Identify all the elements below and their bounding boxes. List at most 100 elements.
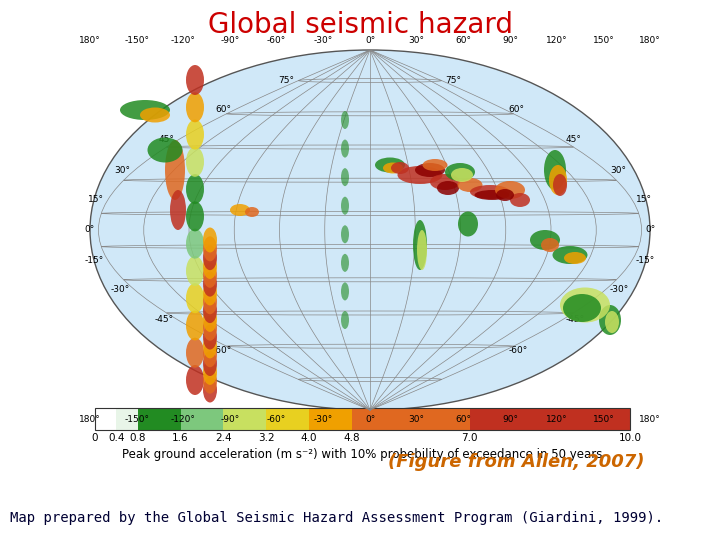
Ellipse shape xyxy=(165,140,185,200)
Text: 4.8: 4.8 xyxy=(343,433,360,443)
Ellipse shape xyxy=(341,282,349,300)
Text: 150°: 150° xyxy=(593,415,614,424)
Text: -30°: -30° xyxy=(314,36,333,45)
Ellipse shape xyxy=(552,246,588,264)
Text: 7.0: 7.0 xyxy=(462,433,478,443)
Ellipse shape xyxy=(341,139,349,158)
Text: 45°: 45° xyxy=(566,136,582,145)
Ellipse shape xyxy=(203,263,217,288)
Text: 30°: 30° xyxy=(409,36,425,45)
Text: -45°: -45° xyxy=(566,315,585,325)
Ellipse shape xyxy=(553,174,567,196)
Ellipse shape xyxy=(186,310,204,340)
Text: -60°: -60° xyxy=(267,36,287,45)
Text: 10.0: 10.0 xyxy=(618,433,642,443)
Ellipse shape xyxy=(413,220,427,270)
Bar xyxy=(117,408,138,430)
Ellipse shape xyxy=(457,178,482,192)
Text: 0°: 0° xyxy=(84,226,94,234)
Text: 30°: 30° xyxy=(114,166,130,175)
Ellipse shape xyxy=(186,119,204,150)
Text: 15°: 15° xyxy=(88,195,104,204)
Ellipse shape xyxy=(203,333,217,359)
Text: 30°: 30° xyxy=(610,166,626,175)
Ellipse shape xyxy=(437,181,459,195)
Ellipse shape xyxy=(474,190,510,200)
Ellipse shape xyxy=(186,338,204,368)
Ellipse shape xyxy=(605,311,619,333)
Bar xyxy=(309,408,352,430)
Ellipse shape xyxy=(397,166,443,184)
Ellipse shape xyxy=(186,65,204,95)
Text: (Figure from Allen, 2007): (Figure from Allen, 2007) xyxy=(389,453,645,471)
Text: -30°: -30° xyxy=(610,285,629,294)
Ellipse shape xyxy=(341,111,349,129)
Text: 180°: 180° xyxy=(639,415,661,424)
Text: 0.4: 0.4 xyxy=(108,433,125,443)
Text: 1.6: 1.6 xyxy=(172,433,189,443)
Ellipse shape xyxy=(544,150,566,190)
Text: 120°: 120° xyxy=(546,415,567,424)
Text: Peak ground acceleration (m s⁻²) with 10% probebility of exceedance in 50 years: Peak ground acceleration (m s⁻²) with 10… xyxy=(122,448,603,461)
Text: 0: 0 xyxy=(91,433,98,443)
Ellipse shape xyxy=(186,283,204,313)
Ellipse shape xyxy=(458,212,478,237)
Ellipse shape xyxy=(203,254,217,279)
Bar xyxy=(95,408,630,430)
Ellipse shape xyxy=(495,181,525,199)
Bar xyxy=(95,408,117,430)
Text: 90°: 90° xyxy=(502,415,518,424)
Ellipse shape xyxy=(430,174,460,190)
Bar xyxy=(266,408,309,430)
Text: 15°: 15° xyxy=(636,195,652,204)
Text: Map prepared by the Global Seismic Hazard Assessment Program (Giardini, 1999).: Map prepared by the Global Seismic Hazar… xyxy=(10,511,663,525)
Ellipse shape xyxy=(203,342,217,367)
Text: 120°: 120° xyxy=(546,36,567,45)
Text: -60°: -60° xyxy=(267,415,287,424)
Ellipse shape xyxy=(423,159,448,171)
Ellipse shape xyxy=(530,230,560,250)
Text: 60°: 60° xyxy=(215,105,231,114)
Text: 45°: 45° xyxy=(158,136,174,145)
Text: -15°: -15° xyxy=(85,256,104,265)
Text: -30°: -30° xyxy=(111,285,130,294)
Text: -90°: -90° xyxy=(220,415,240,424)
Text: -150°: -150° xyxy=(124,415,149,424)
Bar xyxy=(138,408,181,430)
Ellipse shape xyxy=(203,307,217,332)
Ellipse shape xyxy=(170,190,186,230)
Text: 2.4: 2.4 xyxy=(215,433,232,443)
Ellipse shape xyxy=(203,298,217,323)
Text: 180°: 180° xyxy=(79,415,101,424)
Ellipse shape xyxy=(549,165,567,195)
Ellipse shape xyxy=(564,252,586,264)
Ellipse shape xyxy=(470,185,510,199)
Text: 75°: 75° xyxy=(446,76,462,85)
Text: 0°: 0° xyxy=(365,415,375,424)
Text: -60°: -60° xyxy=(212,346,231,355)
Text: 0°: 0° xyxy=(365,36,375,45)
Ellipse shape xyxy=(203,245,217,270)
Ellipse shape xyxy=(203,289,217,314)
Text: 60°: 60° xyxy=(455,36,472,45)
Text: 0°: 0° xyxy=(646,226,656,234)
Ellipse shape xyxy=(563,294,601,322)
Text: -120°: -120° xyxy=(171,415,196,424)
Bar xyxy=(223,408,266,430)
Ellipse shape xyxy=(120,100,170,120)
Text: Global seismic hazard: Global seismic hazard xyxy=(207,11,513,39)
Bar xyxy=(352,408,469,430)
Ellipse shape xyxy=(341,225,349,244)
Text: 0.8: 0.8 xyxy=(130,433,146,443)
Text: 60°: 60° xyxy=(508,105,525,114)
Ellipse shape xyxy=(417,230,427,270)
Text: 30°: 30° xyxy=(409,415,425,424)
Ellipse shape xyxy=(140,107,170,123)
Ellipse shape xyxy=(148,138,182,163)
Ellipse shape xyxy=(186,365,204,395)
Ellipse shape xyxy=(203,280,217,306)
Ellipse shape xyxy=(186,174,204,204)
Ellipse shape xyxy=(186,92,204,122)
Text: 180°: 180° xyxy=(639,36,661,45)
Ellipse shape xyxy=(451,168,473,182)
